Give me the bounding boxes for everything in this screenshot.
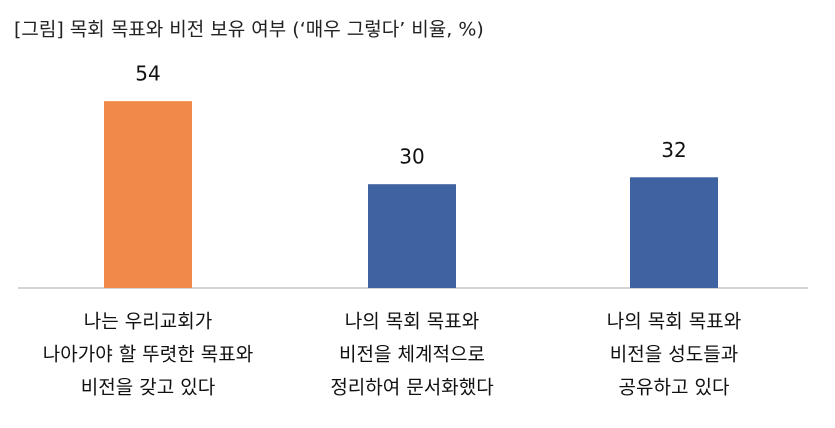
x-tick-label: 비전을 체계적으로 bbox=[339, 344, 485, 366]
x-tick-label: 나는 우리교회가 bbox=[84, 311, 212, 333]
bar bbox=[630, 177, 718, 288]
chart-title: [그림] 목회 목표와 비전 보유 여부 (‘매우 그렇다’ 비율, %) bbox=[14, 19, 484, 41]
x-tick-label: 비전을 갖고 있다 bbox=[81, 377, 215, 399]
x-tick-label: 나아가야 할 뚜렷한 목표와 bbox=[43, 344, 253, 366]
bar bbox=[104, 101, 192, 288]
x-tick-label: 정리하여 문서화했다 bbox=[330, 377, 493, 399]
x-tick-label: 나의 목회 목표와 bbox=[345, 311, 479, 333]
data-label: 54 bbox=[135, 62, 160, 86]
bar bbox=[368, 184, 456, 288]
data-label: 32 bbox=[661, 138, 686, 162]
x-tick-label: 공유하고 있다 bbox=[619, 377, 730, 399]
data-label: 30 bbox=[399, 145, 424, 169]
x-tick-label: 나의 목회 목표와 bbox=[607, 311, 741, 333]
x-tick-label: 비전을 성도들과 bbox=[610, 344, 738, 366]
